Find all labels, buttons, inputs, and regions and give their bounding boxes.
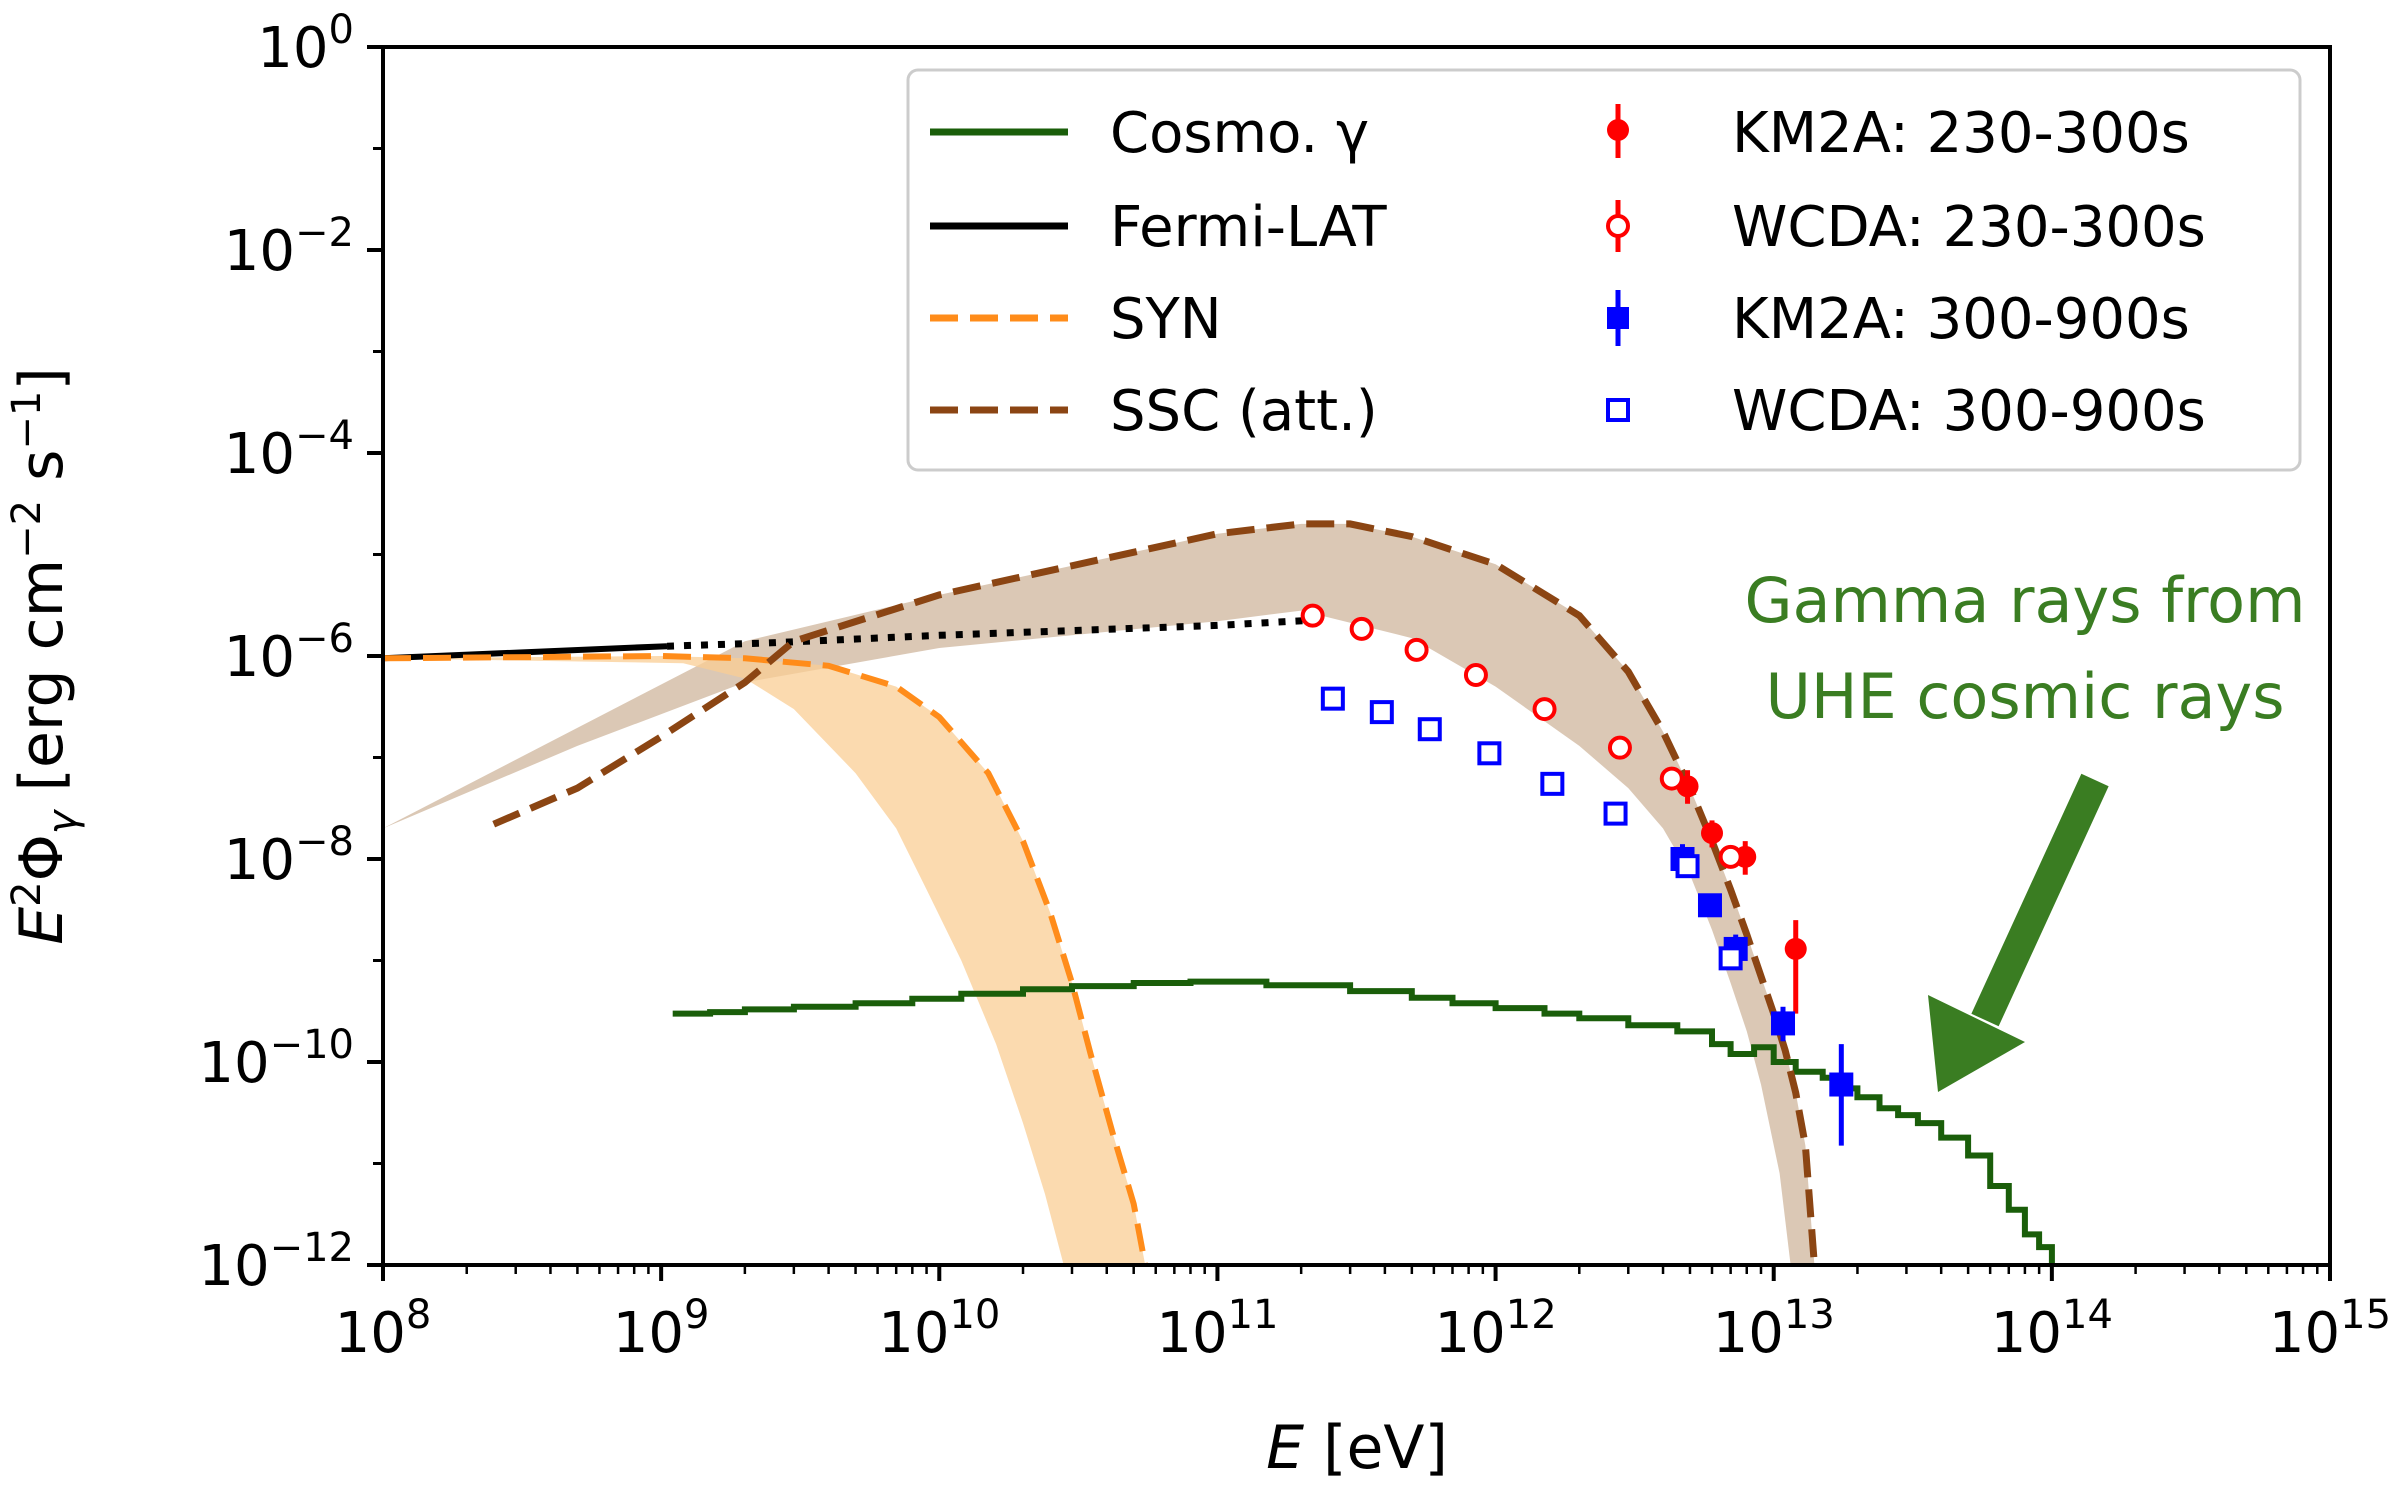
point-wcda-230-300s-0 <box>1300 603 1325 628</box>
y-axis-title: E2Φγ [erg cm−2 s−1] <box>4 367 86 945</box>
point-km2a-300-900s-4 <box>1829 1072 1854 1097</box>
point-wcda-230-300s-2 <box>1404 637 1429 662</box>
legend-label-km2a-300: KM2A: 300-900s <box>1732 287 2190 352</box>
legend-box <box>906 68 2302 472</box>
x-axis-title: E [eV] <box>1266 1413 1448 1483</box>
y-tick-label: 10−12 <box>198 1225 354 1299</box>
data-points <box>1300 603 1854 1146</box>
point-wcda-230-300s-3 <box>1463 662 1488 687</box>
point-wcda-300-900s-2 <box>1417 717 1442 742</box>
legend-marker-km2a-230 <box>1607 104 1629 158</box>
y-tick-label: 10−6 <box>224 616 354 690</box>
point-wcda-300-900s-5 <box>1603 801 1628 826</box>
point-km2a-230-300s-3 <box>1784 937 1807 960</box>
y-tick-label: 10−8 <box>224 819 354 893</box>
annotation-line-2: UHE cosmic rays <box>1765 660 2284 733</box>
point-km2a-300-900s-3 <box>1771 1011 1796 1036</box>
line-fermi-dotted <box>666 615 1329 650</box>
legend: Cosmo. γ Fermi-LAT SYN SSC (att.) KM2A: … <box>906 68 2302 472</box>
model-bands <box>383 523 1815 1265</box>
x-tick-label: 1010 <box>878 1292 1000 1366</box>
x-tick-label: 1015 <box>2269 1292 2391 1366</box>
point-wcda-300-900s-7 <box>1718 946 1743 971</box>
band-syn <box>383 656 1146 1265</box>
annotation-arrow <box>1928 773 2109 1092</box>
y-tick-label: 10−4 <box>224 413 354 487</box>
y-tick-label: 100 <box>257 7 354 81</box>
point-wcda-230-300s-5 <box>1607 735 1632 760</box>
legend-label-wcda-300: WCDA: 300-900s <box>1732 379 2206 444</box>
x-tick-label: 1011 <box>1156 1292 1278 1366</box>
point-wcda-230-300s-1 <box>1349 616 1374 641</box>
point-wcda-300-900s-6 <box>1675 854 1700 879</box>
y-tick-label: 10−2 <box>224 210 354 284</box>
line-ssc <box>492 520 1818 1266</box>
legend-label-wcda-230: WCDA: 230-300s <box>1732 195 2206 260</box>
point-wcda-300-900s-3 <box>1477 741 1502 766</box>
x-tick-label: 1012 <box>1434 1292 1556 1366</box>
point-wcda-230-300s-6 <box>1659 766 1684 791</box>
x-tick-label: 1014 <box>1991 1292 2113 1366</box>
legend-marker-wcda-300 <box>1606 398 1630 422</box>
y-tick-label: 10−10 <box>198 1022 354 1096</box>
annotation-line-1: Gamma rays from <box>1745 564 2306 637</box>
point-wcda-230-300s-7 <box>1718 844 1743 869</box>
point-wcda-300-900s-0 <box>1320 686 1345 711</box>
legend-marker-wcda-230 <box>1606 200 1630 252</box>
legend-label-ssc: SSC (att.) <box>1110 379 1378 444</box>
legend-label-km2a-230: KM2A: 230-300s <box>1732 101 2190 166</box>
legend-label-fermi: Fermi-LAT <box>1110 195 1387 260</box>
legend-marker-km2a-300 <box>1607 290 1629 346</box>
point-wcda-300-900s-4 <box>1540 771 1565 796</box>
point-km2a-230-300s-1 <box>1701 822 1724 845</box>
axis-ticks: 108 109 1010 1011 1012 1013 1014 1015 10−12 10−10… <box>198 7 2391 1366</box>
point-wcda-300-900s-1 <box>1369 700 1394 725</box>
legend-label-cosmo: Cosmo. γ <box>1110 101 1369 166</box>
line-cosmo-gamma <box>672 978 2055 1265</box>
x-tick-label: 108 <box>335 1292 432 1366</box>
point-wcda-230-300s-4 <box>1532 697 1557 722</box>
legend-label-syn: SYN <box>1110 287 1222 352</box>
x-tick-label: 1013 <box>1713 1292 1835 1366</box>
point-km2a-300-900s-1 <box>1697 893 1722 918</box>
line-syn <box>382 652 1149 1266</box>
x-tick-label: 109 <box>613 1292 710 1366</box>
